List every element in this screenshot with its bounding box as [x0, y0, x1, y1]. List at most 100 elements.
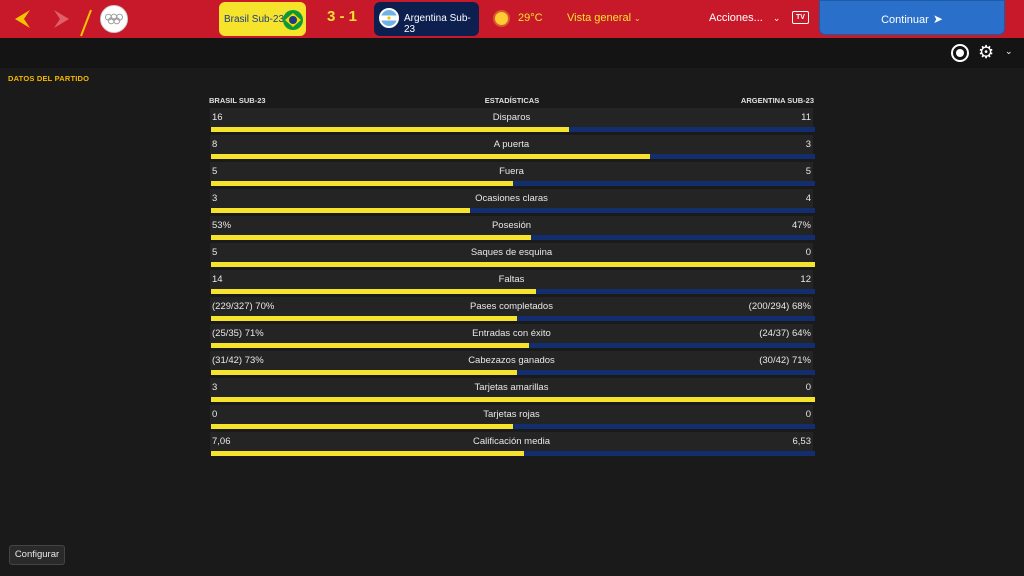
stat-home-value: 14 — [212, 274, 223, 285]
stat-row: (25/35) 71% Entradas con éxito (24/37) 64% — [208, 324, 815, 348]
divider-slash — [80, 9, 92, 37]
sun-icon — [495, 12, 508, 25]
brazil-flag-icon — [283, 10, 303, 30]
stat-comparison-bar — [211, 316, 815, 321]
away-team-name: Argentina Sub-23 — [404, 13, 471, 35]
stat-row-background — [210, 324, 813, 343]
view-selector[interactable]: Vista general ⌄ — [567, 12, 641, 24]
stat-comparison-bar — [211, 343, 815, 348]
gear-icon[interactable]: ⚙ — [978, 42, 995, 62]
away-team-badge[interactable]: Argentina Sub-23 — [374, 2, 479, 36]
stat-row: (31/42) 73% Cabezazos ganados (30/42) 71% — [208, 351, 815, 375]
forward-arrow-icon[interactable] — [50, 9, 72, 29]
stat-label: Ocasiones claras — [475, 193, 548, 204]
stat-row: 53% Posesión 47% — [208, 216, 815, 240]
stat-away-value: 11 — [801, 112, 811, 123]
stat-label: Tarjetas rojas — [483, 409, 540, 420]
stat-away-value: 12 — [800, 274, 811, 285]
stats-header-home: BRASIL SUB-23 — [209, 96, 266, 105]
chevron-down-icon: ⌄ — [772, 13, 781, 23]
stat-away-value: 4 — [805, 193, 811, 204]
stat-away-value: (200/294) 68% — [748, 301, 811, 312]
stat-away-value: (24/37) 64% — [759, 328, 811, 339]
stat-label: Tarjetas amarillas — [474, 382, 549, 393]
stat-home-bar-fill — [211, 316, 518, 321]
stat-label: Fuera — [499, 166, 524, 177]
stat-home-bar-fill — [211, 424, 513, 429]
stat-row: 5 Saques de esquina 0 — [208, 243, 815, 267]
stat-home-bar-fill — [211, 370, 518, 375]
stat-row-background — [210, 351, 813, 370]
stat-away-value: 47% — [791, 220, 811, 231]
stat-label: Entradas con éxito — [472, 328, 551, 339]
stat-comparison-bar — [211, 451, 815, 456]
stat-home-value: 3 — [212, 193, 218, 204]
stat-label: Disparos — [492, 112, 531, 123]
stat-comparison-bar — [211, 127, 815, 132]
stats-header-away: ARGENTINA SUB-23 — [740, 96, 814, 105]
view-selector-label: Vista general — [567, 12, 632, 24]
stat-away-value: 0 — [805, 382, 811, 393]
chevron-down-icon[interactable]: ⌄ — [1005, 46, 1013, 56]
stat-home-value: 53% — [212, 220, 232, 231]
back-arrow-icon[interactable] — [12, 9, 34, 29]
home-team-badge[interactable]: Brasil Sub-23 — [219, 2, 306, 36]
argentina-flag-icon — [379, 8, 399, 28]
stat-row: 5 Fuera 5 — [208, 162, 815, 186]
stat-row-background — [210, 378, 813, 397]
stat-row-background — [210, 405, 813, 424]
stat-comparison-bar — [211, 262, 815, 267]
top-bar: Brasil Sub-23 3 - 1 Argentina Sub-23 29°… — [0, 0, 1024, 38]
stat-row-background — [210, 135, 813, 154]
stat-away-value: 0 — [805, 409, 811, 420]
tv-icon[interactable]: TV — [792, 11, 809, 24]
stat-comparison-bar — [211, 370, 815, 375]
section-title: DATOS DEL PARTIDO — [8, 74, 90, 83]
stat-comparison-bar — [211, 208, 815, 213]
stat-away-value: (30/42) 71% — [759, 355, 811, 366]
stat-comparison-bar — [211, 289, 815, 294]
stat-label: Pases completados — [470, 301, 553, 312]
stat-comparison-bar — [211, 181, 815, 186]
home-team-name: Brasil Sub-23 — [224, 14, 285, 25]
configure-button[interactable]: Configurar — [9, 545, 65, 565]
stat-row-background — [210, 297, 813, 316]
stat-row: 3 Tarjetas amarillas 0 — [208, 378, 815, 402]
stat-row: 8 A puerta 3 — [208, 135, 815, 159]
continue-button[interactable]: Continuar ➤ — [819, 0, 1005, 35]
stat-label: Cabezazos ganados — [468, 355, 555, 366]
stat-home-bar-fill — [211, 181, 513, 186]
stat-row: (229/327) 70% Pases completados (200/294) … — [208, 297, 815, 321]
stat-row: 7,06 Calificación media 6,53 — [208, 432, 815, 456]
actions-menu[interactable]: Acciones... ⌄ — [709, 12, 780, 24]
stat-home-bar-fill — [211, 127, 570, 132]
stat-home-bar-fill — [211, 451, 525, 456]
stat-row: 16 Disparos 11 — [208, 108, 815, 132]
stat-label: Faltas — [498, 274, 525, 285]
stat-home-value: 5 — [212, 166, 218, 177]
stat-home-value: (25/35) 71% — [212, 328, 264, 339]
stat-home-bar-fill — [211, 154, 651, 159]
sub-toolbar: ⚙ ⌄ — [0, 38, 1024, 68]
record-icon[interactable] — [951, 44, 969, 62]
stat-home-bar-fill — [211, 235, 532, 240]
stat-comparison-bar — [211, 424, 815, 429]
stat-row-background — [210, 243, 813, 262]
temperature: 29°C — [518, 12, 543, 24]
stat-home-bar-fill — [211, 208, 471, 213]
stat-home-bar-fill — [211, 289, 536, 294]
stat-row-background — [210, 216, 813, 235]
stat-home-value: 0 — [212, 409, 218, 420]
stat-away-value: 3 — [805, 139, 811, 150]
chevron-down-icon: ⌄ — [634, 14, 641, 23]
stat-home-value: (31/42) 73% — [212, 355, 264, 366]
stat-row-background — [210, 162, 813, 181]
stat-row-background — [210, 189, 813, 208]
stat-home-bar-fill — [211, 343, 529, 348]
stat-label: Saques de esquina — [470, 247, 553, 258]
stat-label: A puerta — [493, 139, 530, 150]
competition-logo-icon[interactable] — [100, 5, 128, 33]
stat-label: Calificación media — [472, 436, 551, 447]
stat-home-value: 8 — [212, 139, 218, 150]
stat-home-bar-fill — [211, 262, 815, 267]
